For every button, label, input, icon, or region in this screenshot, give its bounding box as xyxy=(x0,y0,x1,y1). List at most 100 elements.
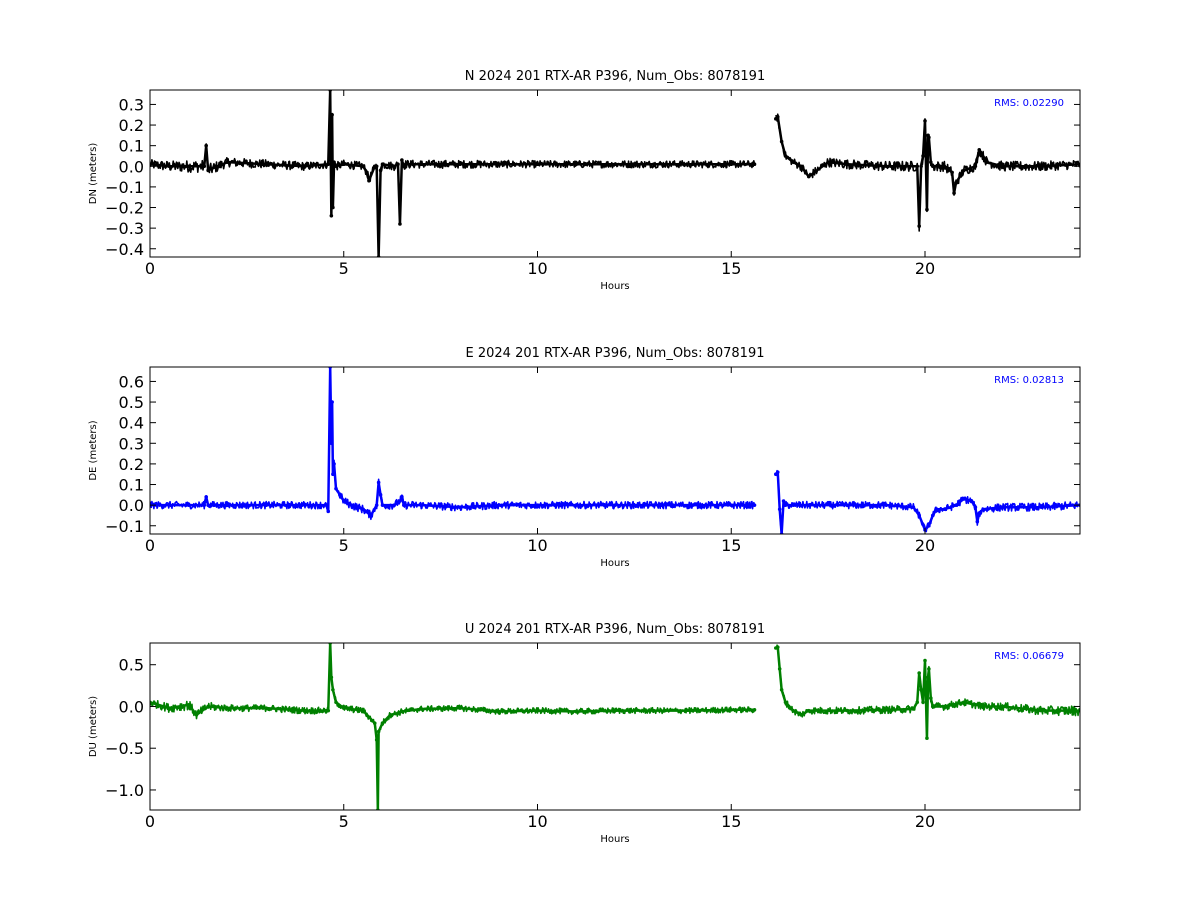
y-tick-label: 0.5 xyxy=(119,656,144,675)
data-point xyxy=(264,162,269,167)
data-point xyxy=(690,503,695,507)
data-point xyxy=(341,499,346,503)
data-point xyxy=(927,667,931,671)
data-point xyxy=(799,713,803,717)
data-point xyxy=(194,713,199,717)
x-tick-label: 15 xyxy=(721,812,741,831)
data-point xyxy=(380,503,385,507)
data-point xyxy=(1000,505,1005,510)
data-point xyxy=(341,162,346,167)
data-point xyxy=(1039,708,1044,713)
data-point xyxy=(204,143,208,148)
data-point xyxy=(973,164,978,169)
data-point xyxy=(324,503,329,507)
data-point xyxy=(186,164,191,169)
data-point xyxy=(374,503,379,507)
data-point xyxy=(791,503,796,507)
data-point xyxy=(927,523,931,528)
x-axis-label: Hours xyxy=(600,558,629,569)
data-point xyxy=(331,472,335,477)
data-point xyxy=(332,160,336,164)
plot-area xyxy=(150,643,1080,810)
data-point xyxy=(380,162,385,167)
data-point xyxy=(929,696,933,700)
data-point xyxy=(981,704,985,709)
data-point xyxy=(374,164,379,169)
x-tick-label: 15 xyxy=(721,536,741,555)
x-tick-label: 5 xyxy=(339,259,349,278)
data-point xyxy=(752,162,757,167)
x-tick-label: 15 xyxy=(721,259,741,278)
data-point xyxy=(799,164,803,169)
data-point xyxy=(496,709,501,714)
data-point xyxy=(977,511,982,516)
data-point xyxy=(330,112,334,117)
data-point xyxy=(934,507,939,512)
x-tick-label: 0 xyxy=(145,259,155,278)
series-line-0 xyxy=(150,643,755,810)
data-point xyxy=(752,708,757,712)
data-point xyxy=(925,736,929,740)
data-point xyxy=(535,708,540,713)
data-point xyxy=(826,160,830,164)
data-point xyxy=(419,707,424,711)
y-tick-label: 0.3 xyxy=(119,95,144,114)
data-point xyxy=(950,170,954,175)
y-tick-label: 0.3 xyxy=(119,434,144,453)
data-point xyxy=(613,503,617,507)
data-point xyxy=(929,160,933,164)
data-point xyxy=(930,704,935,709)
data-point xyxy=(1039,164,1044,169)
panel-title: E 2024 201 RTX-AR P396, Num_Obs: 8078191 xyxy=(466,346,765,361)
data-point xyxy=(985,160,989,164)
series-line-1 xyxy=(774,115,1080,228)
data-point xyxy=(458,162,462,167)
data-point xyxy=(326,509,331,514)
data-point xyxy=(186,503,191,507)
y-tick-label: −0.1 xyxy=(105,517,144,536)
panel-u: U 2024 201 RTX-AR P396, Num_Obs: 8078191… xyxy=(88,622,1081,845)
y-tick-label: −0.5 xyxy=(105,739,144,758)
data-point xyxy=(496,162,501,167)
data-point xyxy=(332,462,336,466)
data-point xyxy=(779,139,784,144)
x-tick-label: 10 xyxy=(527,536,547,555)
data-point xyxy=(930,164,935,169)
data-point xyxy=(167,706,172,710)
data-point xyxy=(613,708,617,713)
y-tick-label: 0.1 xyxy=(119,137,144,156)
data-point xyxy=(926,675,930,680)
data-point xyxy=(911,505,916,510)
data-point xyxy=(917,513,921,518)
data-point xyxy=(376,480,381,485)
x-tick-label: 0 xyxy=(145,812,155,831)
series-noise-0 xyxy=(150,92,756,257)
data-point xyxy=(574,709,579,714)
data-point xyxy=(303,708,307,713)
data-point xyxy=(264,503,269,507)
data-point xyxy=(398,222,402,226)
data-point xyxy=(954,503,958,507)
panel-title: U 2024 201 RTX-AR P396, Num_Obs: 8078191 xyxy=(465,622,765,637)
data-point xyxy=(921,700,925,705)
y-tick-label: −0.4 xyxy=(105,240,144,259)
data-point xyxy=(845,708,850,713)
data-point xyxy=(806,708,811,713)
series-noise-0 xyxy=(150,367,756,521)
data-point xyxy=(921,154,925,158)
data-point xyxy=(806,503,811,507)
data-point xyxy=(392,503,396,507)
panel-e: E 2024 201 RTX-AR P396, Num_Obs: 8078191… xyxy=(88,346,1081,569)
data-point xyxy=(535,162,540,167)
y-axis-label: DE (meters) xyxy=(88,420,99,480)
data-point xyxy=(458,706,462,710)
data-point xyxy=(400,495,404,499)
data-point xyxy=(919,687,923,692)
x-axis-label: Hours xyxy=(600,281,629,292)
y-tick-label: 0.4 xyxy=(119,414,144,433)
data-point xyxy=(419,503,424,507)
data-point xyxy=(372,721,377,725)
data-point xyxy=(402,503,406,507)
data-point xyxy=(884,503,889,507)
data-point xyxy=(326,708,331,713)
